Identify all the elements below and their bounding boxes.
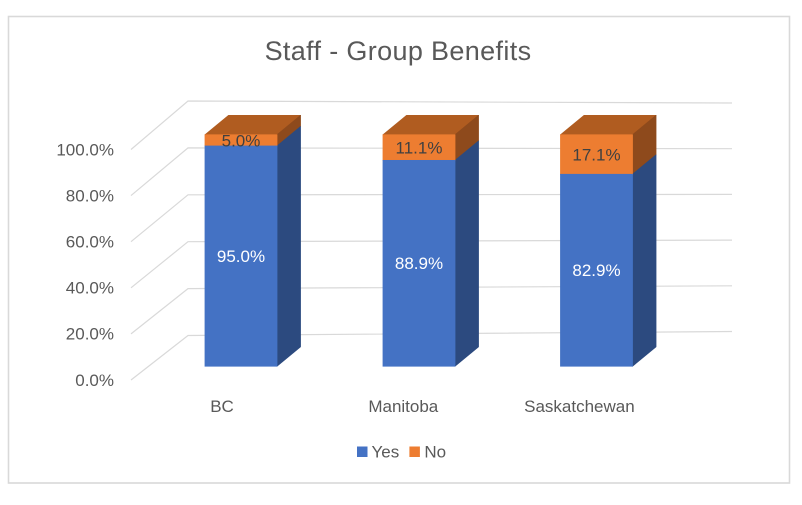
svg-text:20.0%: 20.0% [66, 325, 114, 344]
svg-text:80.0%: 80.0% [66, 186, 114, 205]
svg-text:Saskatchewan: Saskatchewan [524, 397, 635, 416]
svg-text:Manitoba: Manitoba [368, 397, 438, 416]
svg-text:95.0%: 95.0% [217, 247, 265, 266]
svg-text:No: No [424, 443, 446, 462]
svg-text:0.0%: 0.0% [75, 371, 114, 390]
svg-text:40.0%: 40.0% [66, 279, 114, 298]
svg-text:5.0%: 5.0% [222, 131, 261, 150]
svg-text:17.1%: 17.1% [572, 145, 620, 164]
svg-text:11.1%: 11.1% [396, 139, 443, 158]
svg-text:82.9%: 82.9% [572, 261, 620, 280]
svg-text:100.0%: 100.0% [56, 140, 114, 159]
svg-text:60.0%: 60.0% [66, 233, 114, 252]
svg-text:88.9%: 88.9% [395, 254, 443, 273]
svg-text:Staff - Group Benefits: Staff - Group Benefits [265, 36, 532, 66]
svg-text:Yes: Yes [372, 443, 400, 462]
svg-text:BC: BC [210, 397, 234, 416]
